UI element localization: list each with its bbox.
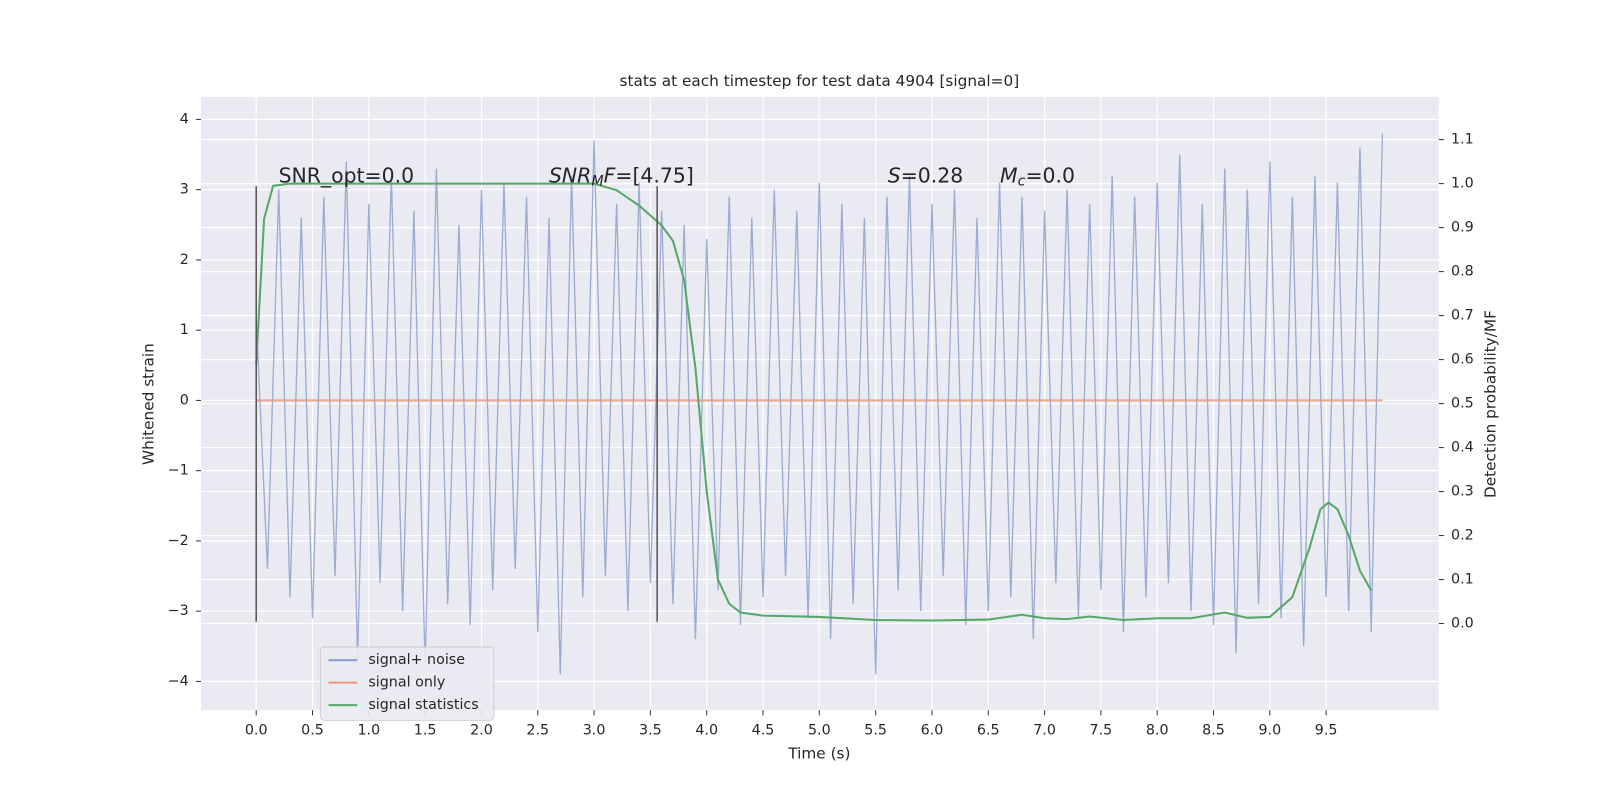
y2-tick-label: 0.2 bbox=[1451, 528, 1474, 544]
chart-title: stats at each timestep for test data 490… bbox=[620, 72, 1020, 90]
annotation-part: SNR_opt=0.0 bbox=[279, 164, 415, 189]
y2-tick-label: 1.0 bbox=[1451, 176, 1474, 192]
grid bbox=[201, 96, 1439, 711]
series-line bbox=[255, 182, 1373, 622]
y2-tick-label: 0.8 bbox=[1451, 264, 1474, 280]
x-tick-label: 8.0 bbox=[1146, 723, 1169, 739]
x-tick-label: 9.5 bbox=[1315, 723, 1338, 739]
y-tick-label: −1 bbox=[168, 463, 189, 479]
x-tick-label: 4.5 bbox=[752, 723, 775, 739]
y-tick-label: 4 bbox=[180, 111, 189, 127]
x-tick-label: 5.5 bbox=[864, 723, 887, 739]
annotation-part: =0.28 bbox=[901, 164, 964, 188]
y2-tick-label: 0.6 bbox=[1451, 352, 1474, 368]
legend-label: signal+ noise bbox=[368, 652, 465, 668]
y-tick-label: 2 bbox=[180, 252, 189, 268]
x-tick-label: 7.0 bbox=[1033, 723, 1056, 739]
annotation-part: SNR bbox=[549, 164, 591, 188]
y2-tick-label: 0.0 bbox=[1451, 616, 1474, 632]
x-tick-label: 3.5 bbox=[639, 723, 662, 739]
x-axis-label: Time (s) bbox=[787, 745, 850, 763]
x-tick-label: 4.0 bbox=[695, 723, 718, 739]
annotation: SNR_opt=0.0 bbox=[279, 164, 415, 189]
annotation-part: S bbox=[888, 164, 901, 188]
x-tick-label: 6.5 bbox=[977, 723, 1000, 739]
x-tick-label: 2.0 bbox=[470, 723, 493, 739]
x-tick-label: 7.5 bbox=[1090, 723, 1113, 739]
series-line bbox=[255, 133, 1384, 675]
y2-tick-label: 1.1 bbox=[1451, 132, 1474, 148]
legend-label: signal only bbox=[368, 675, 445, 691]
x-tick-label: 0.5 bbox=[301, 723, 324, 739]
annotation: Mc=0.0 bbox=[1000, 164, 1075, 190]
y2-tick-label: 0.7 bbox=[1451, 308, 1474, 324]
x-tick-label: 0.0 bbox=[245, 723, 268, 739]
y-tick-label: 0 bbox=[180, 392, 189, 408]
x-tick-label: 2.5 bbox=[526, 723, 549, 739]
y2-axis-label: Detection probability/MF bbox=[1481, 310, 1499, 498]
annotation: SNRMF=[4.75] bbox=[549, 164, 694, 190]
y-tick-label: −4 bbox=[168, 673, 189, 689]
annotation-part: =[4.75] bbox=[615, 164, 693, 188]
labels: 0.0 0.5 1.0 1.5 2.0 2.5 3.0 3.5 4.0 4.5 5.0 5.5 6.0 6… bbox=[168, 111, 1474, 738]
y2-tick-label: 0.5 bbox=[1451, 396, 1474, 412]
y2-tick-label: 0.9 bbox=[1451, 220, 1474, 236]
x-tick-label: 1.0 bbox=[357, 723, 380, 739]
y2-tick-label: 0.1 bbox=[1451, 572, 1474, 588]
annotation: S=0.28 bbox=[888, 164, 963, 188]
y2-tick-label: 0.3 bbox=[1451, 484, 1474, 500]
x-tick-label: 5.0 bbox=[808, 723, 831, 739]
legend-label: signal statistics bbox=[368, 697, 478, 713]
y2-tick-label: 0.4 bbox=[1451, 440, 1474, 456]
legend-box bbox=[319, 646, 495, 721]
y-axis-label: Whitened strain bbox=[139, 343, 157, 465]
annotation-part: F bbox=[604, 164, 616, 188]
y-tick-label: 3 bbox=[180, 182, 189, 198]
y-tick-label: −2 bbox=[168, 533, 189, 549]
annotation-part: M bbox=[591, 174, 603, 190]
annotation-part: =0.0 bbox=[1025, 164, 1075, 188]
x-tick-label: 9.0 bbox=[1258, 723, 1281, 739]
marks bbox=[255, 133, 1384, 675]
x-tick-label: 1.5 bbox=[414, 723, 437, 739]
y-tick-label: 1 bbox=[180, 322, 189, 338]
x-tick-label: 8.5 bbox=[1202, 723, 1225, 739]
y-tick-label: −3 bbox=[168, 603, 189, 619]
x-tick-label: 3.0 bbox=[583, 723, 606, 739]
annotation-part: c bbox=[1018, 174, 1026, 190]
x-tick-label: 6.0 bbox=[921, 723, 944, 739]
annotation-part: M bbox=[1000, 164, 1018, 188]
